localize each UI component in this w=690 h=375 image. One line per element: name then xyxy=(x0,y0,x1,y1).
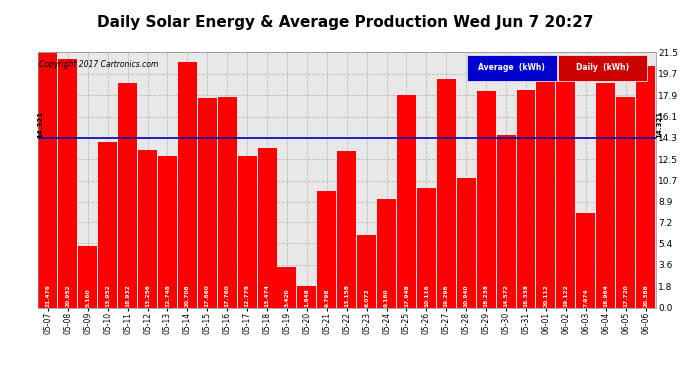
Bar xyxy=(138,150,157,308)
Text: 14.321: 14.321 xyxy=(656,111,662,138)
FancyBboxPatch shape xyxy=(558,55,647,81)
Bar xyxy=(517,90,535,308)
Bar xyxy=(237,156,257,308)
Text: 19.296: 19.296 xyxy=(444,284,448,307)
Text: 17.760: 17.760 xyxy=(225,284,230,307)
Text: 10.116: 10.116 xyxy=(424,284,429,307)
Bar xyxy=(497,135,515,308)
Text: 17.720: 17.720 xyxy=(623,284,628,307)
Text: 1.848: 1.848 xyxy=(304,288,309,307)
Text: 19.122: 19.122 xyxy=(563,284,569,307)
Bar xyxy=(98,142,117,308)
Bar xyxy=(198,98,217,308)
Text: 9.798: 9.798 xyxy=(324,288,329,307)
Bar xyxy=(596,82,615,308)
Text: 18.964: 18.964 xyxy=(603,284,608,307)
Bar xyxy=(437,79,456,308)
Text: Daily Solar Energy & Average Production Wed Jun 7 20:27: Daily Solar Energy & Average Production … xyxy=(97,15,593,30)
Bar xyxy=(178,62,197,308)
Text: 18.338: 18.338 xyxy=(524,284,529,307)
Bar xyxy=(277,267,297,308)
Text: 20.388: 20.388 xyxy=(643,284,648,307)
Text: 21.476: 21.476 xyxy=(46,284,50,307)
Text: 12.778: 12.778 xyxy=(245,284,250,307)
Text: 13.474: 13.474 xyxy=(264,284,270,307)
Bar xyxy=(616,98,635,308)
Text: 20.708: 20.708 xyxy=(185,284,190,307)
Text: 18.932: 18.932 xyxy=(125,284,130,307)
Text: 3.420: 3.420 xyxy=(284,288,290,307)
Text: 17.948: 17.948 xyxy=(404,284,409,307)
Text: Copyright 2017 Cartronics.com: Copyright 2017 Cartronics.com xyxy=(39,60,159,69)
Bar xyxy=(297,286,316,308)
Bar xyxy=(357,236,376,308)
Text: 10.940: 10.940 xyxy=(464,284,469,307)
FancyBboxPatch shape xyxy=(467,55,557,81)
Bar xyxy=(78,246,97,308)
Bar xyxy=(636,66,655,308)
Text: Daily  (kWh): Daily (kWh) xyxy=(576,63,629,72)
Bar xyxy=(576,213,595,308)
Bar xyxy=(337,152,356,308)
Bar xyxy=(397,94,416,308)
Text: 9.160: 9.160 xyxy=(384,288,389,307)
Bar xyxy=(457,178,475,308)
Bar xyxy=(158,156,177,308)
Bar xyxy=(118,83,137,308)
Bar xyxy=(377,199,396,308)
Text: 13.952: 13.952 xyxy=(105,284,110,307)
Bar xyxy=(536,69,555,308)
Text: 6.072: 6.072 xyxy=(364,288,369,307)
Text: 14.572: 14.572 xyxy=(504,284,509,307)
Bar xyxy=(39,53,57,307)
Bar xyxy=(556,81,575,308)
Bar xyxy=(417,188,436,308)
Bar xyxy=(59,59,77,308)
Text: 13.256: 13.256 xyxy=(145,284,150,307)
Bar xyxy=(257,148,277,308)
Text: 18.238: 18.238 xyxy=(484,284,489,307)
Text: 7.974: 7.974 xyxy=(583,288,589,307)
Bar xyxy=(317,191,336,308)
Bar xyxy=(218,97,237,308)
Text: 13.158: 13.158 xyxy=(344,284,349,307)
Text: 5.160: 5.160 xyxy=(86,288,90,307)
Text: Average  (kWh): Average (kWh) xyxy=(478,63,545,72)
Text: 14.321: 14.321 xyxy=(37,111,43,138)
Text: 20.112: 20.112 xyxy=(544,284,549,307)
Text: 12.748: 12.748 xyxy=(165,284,170,307)
Text: 17.660: 17.660 xyxy=(205,284,210,307)
Bar xyxy=(477,91,495,308)
Text: 20.952: 20.952 xyxy=(66,284,70,307)
